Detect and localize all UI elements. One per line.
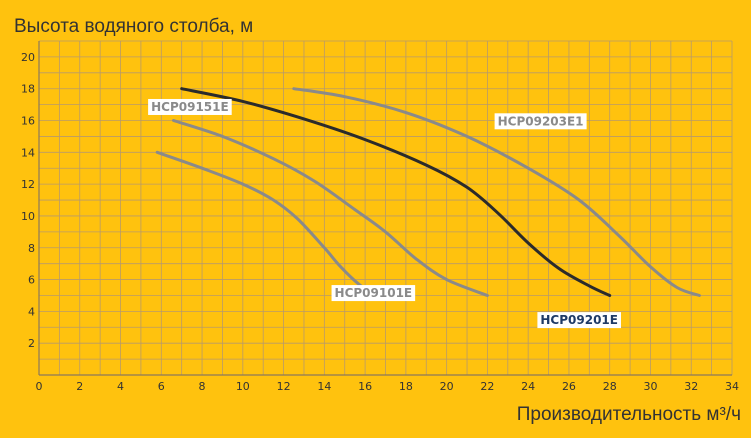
grid <box>39 40 733 375</box>
x-tick-label: 22 <box>480 380 494 393</box>
y-tick-label: 6 <box>28 274 35 287</box>
curve-hcp09203e1 <box>292 87 701 297</box>
curve-hcp09201e <box>180 87 612 297</box>
curve-hcp09151e <box>172 119 489 297</box>
series-label-hcp09203e1: HCP09203E1 <box>494 113 587 130</box>
curve-hcp09101e <box>155 150 379 299</box>
x-tick-label: 24 <box>521 380 535 393</box>
x-tick-label: 34 <box>725 380 739 393</box>
y-axis-label: Высота водяного столба, м <box>14 16 253 37</box>
x-tick-label: 30 <box>643 380 657 393</box>
tick-labels: 0 2 4 6 8 10 12 14 16 18 20 22 24 26 28 30 32 34246810121… <box>21 51 739 393</box>
x-tick-label: 14 <box>317 380 331 393</box>
y-tick-label: 14 <box>21 146 35 159</box>
x-tick-label: 12 <box>277 380 291 393</box>
x-tick-label: 4 <box>117 380 124 393</box>
series-label-text: HCP09201E <box>540 313 618 327</box>
label-box <box>331 285 416 302</box>
x-tick-label: 32 <box>684 380 698 393</box>
x-tick-label: 18 <box>399 380 413 393</box>
y-tick-label: 12 <box>21 178 35 191</box>
series-labels: HCP09101E HCP09151E HCP09201E HCP09203E1 <box>148 98 622 329</box>
series-label-hcp09101e: HCP09101E <box>331 285 416 302</box>
y-tick-label: 16 <box>21 115 35 128</box>
label-box <box>537 312 622 329</box>
series-label-hcp09151e: HCP09151E <box>148 98 232 115</box>
x-tick-label: 6 <box>158 380 165 393</box>
x-tick-label: 8 <box>199 380 206 393</box>
y-tick-label: 10 <box>21 210 35 223</box>
series-label-text: HCP09101E <box>335 286 413 300</box>
series-curves <box>155 87 701 299</box>
y-tick-label: 20 <box>21 51 35 64</box>
x-tick-label: 0 <box>36 380 43 393</box>
x-tick-label: 2 <box>76 380 83 393</box>
y-tick-label: 4 <box>28 305 35 318</box>
series-label-hcp09201e: HCP09201E <box>537 312 622 329</box>
x-tick-label: 20 <box>440 380 454 393</box>
series-label-text: HCP09203E1 <box>498 114 584 128</box>
label-box <box>148 98 232 115</box>
y-tick-label: 8 <box>28 242 35 255</box>
x-tick-label: 10 <box>236 380 250 393</box>
y-tick-label: 2 <box>28 337 35 350</box>
label-box <box>494 113 587 130</box>
x-tick-label: 28 <box>603 380 617 393</box>
series-label-text: HCP09151E <box>151 100 229 114</box>
x-axis-label: Производительность м³/ч <box>517 404 741 425</box>
y-tick-label: 18 <box>21 83 35 96</box>
axes <box>38 41 732 376</box>
x-tick-label: 16 <box>358 380 372 393</box>
x-tick-label: 26 <box>562 380 576 393</box>
